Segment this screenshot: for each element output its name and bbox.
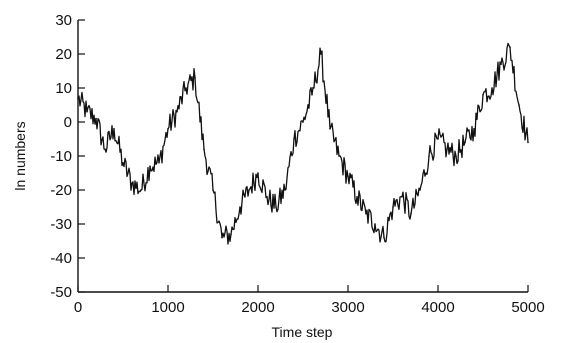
data-point: [437, 138, 439, 140]
data-point: [257, 172, 259, 174]
x-axis-title: Time step: [272, 324, 333, 340]
data-point: [131, 182, 133, 184]
data-point: [185, 87, 187, 89]
x-tick-label: 4000: [421, 299, 454, 316]
data-point: [320, 53, 322, 55]
y-tick-label: 20: [55, 46, 72, 63]
data-point: [86, 111, 88, 113]
y-tick-label: -20: [50, 182, 72, 199]
x-tick-label: 1000: [151, 299, 184, 316]
data-point: [329, 128, 331, 130]
x-tick-label: 3000: [331, 299, 364, 316]
data-point: [392, 206, 394, 208]
data-point: [176, 111, 178, 113]
data-point: [230, 233, 232, 235]
series: [77, 43, 529, 244]
data-point: [455, 155, 457, 157]
data-point: [374, 223, 376, 225]
data-point: [482, 94, 484, 96]
data-point: [275, 206, 277, 208]
data-point: [149, 165, 151, 167]
x-ticks: 0 1000 2000 3000 4000 5000: [74, 285, 545, 316]
data-point: [446, 148, 448, 150]
data-point: [500, 63, 502, 65]
data-point: [410, 213, 412, 215]
data-point: [212, 189, 214, 191]
y-tick-label: -10: [50, 148, 72, 165]
data-point: [140, 189, 142, 191]
x-tick-label: 0: [74, 299, 82, 316]
data-point: [311, 94, 313, 96]
data-point: [428, 155, 430, 157]
data-point: [158, 162, 160, 164]
data-point: [113, 128, 115, 130]
x-tick-label: 2000: [241, 299, 274, 316]
y-tick-label: -30: [50, 216, 72, 233]
data-point: [194, 77, 196, 79]
data-point: [356, 196, 358, 198]
data-point: [284, 189, 286, 191]
y-tick-label: 0: [64, 114, 72, 131]
data-point: [473, 128, 475, 130]
y-axis-title: ln numbers: [12, 121, 28, 190]
data-point: [527, 142, 529, 144]
data-point: [491, 87, 493, 89]
data-point: [464, 142, 466, 144]
data-point: [338, 155, 340, 157]
data-point: [239, 206, 241, 208]
y-tick-label: -40: [50, 250, 72, 267]
data-point: [302, 121, 304, 123]
data-point: [104, 148, 106, 150]
data-point: [419, 189, 421, 191]
data-point: [383, 237, 385, 239]
data-point: [167, 128, 169, 130]
data-point: [347, 176, 349, 178]
y-tick-label: 10: [55, 80, 72, 97]
data-point: [248, 189, 250, 191]
x-tick-label: 5000: [511, 299, 544, 316]
data-point: [509, 46, 511, 48]
y-tick-label: 30: [55, 12, 72, 29]
data-point: [203, 148, 205, 150]
axes: [78, 20, 528, 292]
data-point: [293, 138, 295, 140]
data-point: [77, 97, 79, 99]
y-tick-label: -50: [50, 284, 72, 301]
data-point: [365, 213, 367, 215]
data-point: [518, 104, 520, 106]
y-ticks: 30 20 10 0 -10 -20 -30 -40 -50: [50, 12, 85, 301]
data-point: [95, 118, 97, 120]
data-point: [221, 237, 223, 239]
data-point: [122, 162, 124, 164]
data-point: [401, 196, 403, 198]
series-line-0: [78, 43, 528, 244]
data-point: [266, 196, 268, 198]
